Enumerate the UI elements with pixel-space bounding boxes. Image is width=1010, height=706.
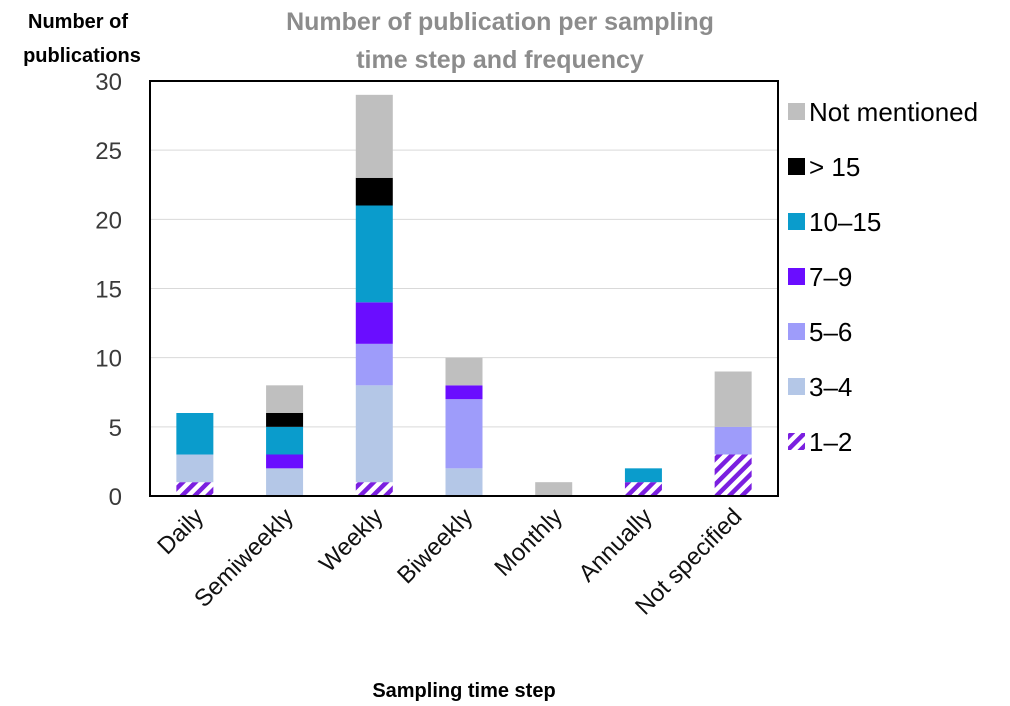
bar-segment <box>445 357 483 386</box>
legend-swatch <box>788 158 805 175</box>
bar-segment <box>624 482 662 496</box>
plot-area-border <box>149 80 779 497</box>
legend-label: 5–6 <box>809 317 852 347</box>
legend-label: Not mentioned <box>809 97 978 127</box>
y-tick-label: 15 <box>95 277 122 304</box>
x-axis-label: Sampling time step <box>372 680 555 702</box>
x-tick-label: Daily <box>152 503 209 560</box>
bar-segment <box>266 468 304 496</box>
chart-title-line-1: Number of publication per sampling <box>286 8 714 36</box>
bar-segment <box>714 371 752 427</box>
legend-swatch <box>788 433 805 450</box>
bar-segment <box>355 343 393 386</box>
legend-label: 3–4 <box>809 372 852 402</box>
bar-segment <box>355 94 393 178</box>
bar-segment <box>355 482 393 496</box>
bar-segment <box>714 426 752 455</box>
y-axis-label-line-2: publications <box>23 45 141 67</box>
bar-segment <box>445 468 483 496</box>
bar-segment <box>266 413 304 427</box>
y-tick-label: 10 <box>95 346 122 373</box>
bar-segment <box>624 468 662 483</box>
bar-segment <box>355 385 393 483</box>
bar-segment <box>266 385 304 413</box>
y-axis-label-line-1: Number of <box>28 11 128 33</box>
legend-swatch <box>788 378 805 395</box>
legend-label: 7–9 <box>809 262 852 292</box>
bar-segment <box>445 385 483 400</box>
legend-label: > 15 <box>809 152 860 182</box>
x-tick-label: Biweekly <box>392 503 478 589</box>
y-tick-label: 0 <box>109 484 122 511</box>
bar-segment <box>266 426 304 455</box>
bar-segment <box>535 482 573 496</box>
bar-segment <box>176 454 214 483</box>
y-tick-label: 30 <box>95 69 122 96</box>
legend-label: 10–15 <box>809 207 881 237</box>
legend-swatch <box>788 323 805 340</box>
bar-segment <box>176 413 214 455</box>
chart-title-line-2: time step and frequency <box>356 46 644 74</box>
bar-segment <box>266 454 304 469</box>
bar-segment <box>714 454 752 496</box>
bar-segment <box>355 177 393 206</box>
y-tick-label: 5 <box>109 415 122 442</box>
bar-segment <box>445 399 483 469</box>
bar-segment <box>355 302 393 344</box>
x-tick-label: Annually <box>573 503 657 587</box>
y-tick-label: 25 <box>95 138 122 165</box>
x-tick-label: Weekly <box>314 503 388 577</box>
bar-segment <box>355 205 393 303</box>
x-tick-label: Monthly <box>489 503 568 582</box>
legend-swatch <box>788 103 805 120</box>
legend-swatch <box>788 213 805 230</box>
legend-label: 1–2 <box>809 427 852 457</box>
y-tick-label: 20 <box>95 207 122 234</box>
legend-swatch <box>788 268 805 285</box>
bar-segment <box>176 482 214 496</box>
